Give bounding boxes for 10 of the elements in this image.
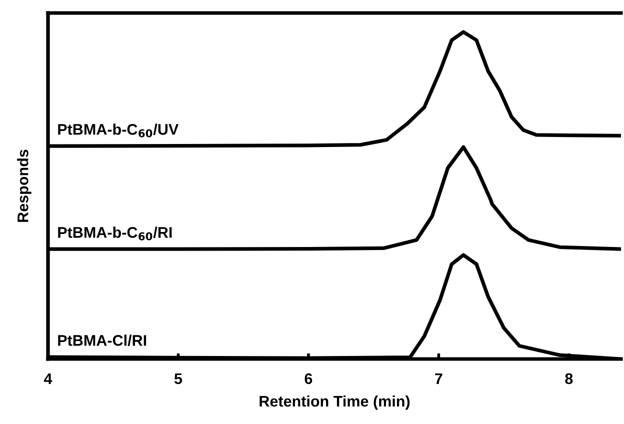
x-tick-label: 7 <box>435 373 442 384</box>
x-axis-title: Retention Time (min) <box>260 395 410 410</box>
y-axis-title: Responds <box>17 150 32 222</box>
series-label: PtBMA-Cl/RI <box>58 334 146 346</box>
series-label: PtBMA-b-C$_{60}$/UV <box>58 124 179 138</box>
series-label: PtBMA-b-C$_{60}$/RI <box>58 226 172 240</box>
x-tick-label: 6 <box>304 373 312 384</box>
x-tick-label: 5 <box>174 373 182 384</box>
x-tick-label: 8 <box>565 373 573 384</box>
x-tick-label: 4 <box>44 373 52 384</box>
